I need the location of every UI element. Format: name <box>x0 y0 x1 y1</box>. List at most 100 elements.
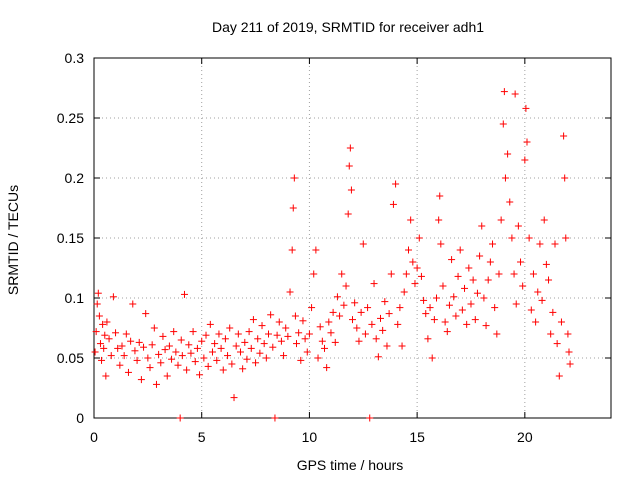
data-point <box>411 280 419 288</box>
data-point <box>221 335 229 343</box>
data-point <box>534 288 542 296</box>
data-point <box>211 340 219 348</box>
data-point <box>267 311 275 319</box>
x-tick-label: 5 <box>198 429 206 445</box>
data-point <box>357 308 365 316</box>
data-point <box>280 352 288 360</box>
data-point <box>308 304 316 312</box>
data-point <box>454 272 462 280</box>
data-point <box>351 299 359 307</box>
data-point <box>215 330 223 338</box>
data-point <box>135 338 143 346</box>
data-point <box>385 310 393 318</box>
data-point <box>525 234 533 242</box>
data-point <box>196 371 204 379</box>
data-point <box>557 318 565 326</box>
data-point <box>206 320 214 328</box>
points-layer <box>91 88 574 422</box>
data-point <box>480 294 488 302</box>
data-point <box>407 216 415 224</box>
data-point <box>514 222 522 230</box>
y-tick-label: 0.1 <box>65 290 85 306</box>
data-point <box>342 282 350 290</box>
data-point <box>445 301 453 309</box>
data-point <box>499 120 507 128</box>
data-point <box>95 312 103 320</box>
data-point <box>355 337 363 345</box>
data-point <box>566 360 574 368</box>
data-point <box>122 330 130 338</box>
data-point <box>381 298 389 306</box>
data-point <box>555 372 563 380</box>
data-point <box>529 270 537 278</box>
data-point <box>392 180 400 188</box>
data-point <box>148 341 156 349</box>
data-point <box>310 270 318 278</box>
data-point <box>387 270 395 278</box>
data-point <box>168 355 176 363</box>
data-point <box>523 138 531 146</box>
data-point <box>177 336 185 344</box>
data-point <box>456 246 464 254</box>
data-point <box>292 340 300 348</box>
data-point <box>163 372 171 380</box>
data-point <box>91 348 99 356</box>
data-point <box>327 329 335 337</box>
data-point <box>377 314 385 322</box>
data-point <box>127 337 135 345</box>
data-point <box>273 331 281 339</box>
data-point <box>198 337 206 345</box>
data-point <box>185 341 193 349</box>
data-point <box>245 328 253 336</box>
data-point <box>489 240 497 248</box>
data-point <box>254 335 262 343</box>
data-point <box>155 350 163 358</box>
data-point <box>463 320 471 328</box>
data-point <box>364 304 372 312</box>
data-point <box>361 330 369 338</box>
data-point <box>312 246 320 254</box>
data-point <box>256 349 264 357</box>
data-point <box>540 216 548 224</box>
data-point <box>372 335 380 343</box>
data-point <box>290 174 298 182</box>
data-point <box>333 293 341 301</box>
data-point <box>305 330 313 338</box>
data-point <box>275 318 283 326</box>
data-point <box>234 330 242 338</box>
data-point <box>420 296 428 304</box>
data-point <box>394 320 402 328</box>
data-point <box>277 337 285 345</box>
data-point <box>532 318 540 326</box>
data-point <box>527 306 535 314</box>
data-point <box>435 216 443 224</box>
data-point <box>239 365 247 373</box>
data-point <box>98 356 106 364</box>
data-point <box>486 258 494 266</box>
data-point <box>105 335 113 343</box>
data-point <box>508 234 516 242</box>
data-point <box>561 174 569 182</box>
data-point <box>204 362 212 370</box>
data-point <box>120 352 128 360</box>
data-point <box>493 330 501 338</box>
data-point <box>247 344 255 352</box>
data-point <box>461 284 469 292</box>
data-point <box>521 156 529 164</box>
data-point <box>433 294 441 302</box>
x-tick-label: 15 <box>409 429 425 445</box>
data-point <box>510 270 518 278</box>
y-axis-label: SRMTID / TECUs <box>5 185 21 295</box>
data-point <box>252 359 260 367</box>
data-point <box>178 352 186 360</box>
data-point <box>366 414 374 422</box>
data-point <box>336 312 344 320</box>
data-point <box>484 276 492 284</box>
data-point <box>170 328 178 336</box>
data-point <box>264 330 272 338</box>
data-point <box>338 270 346 278</box>
data-point <box>241 338 249 346</box>
data-point <box>230 394 238 402</box>
data-point <box>112 329 120 337</box>
data-point <box>564 330 572 338</box>
